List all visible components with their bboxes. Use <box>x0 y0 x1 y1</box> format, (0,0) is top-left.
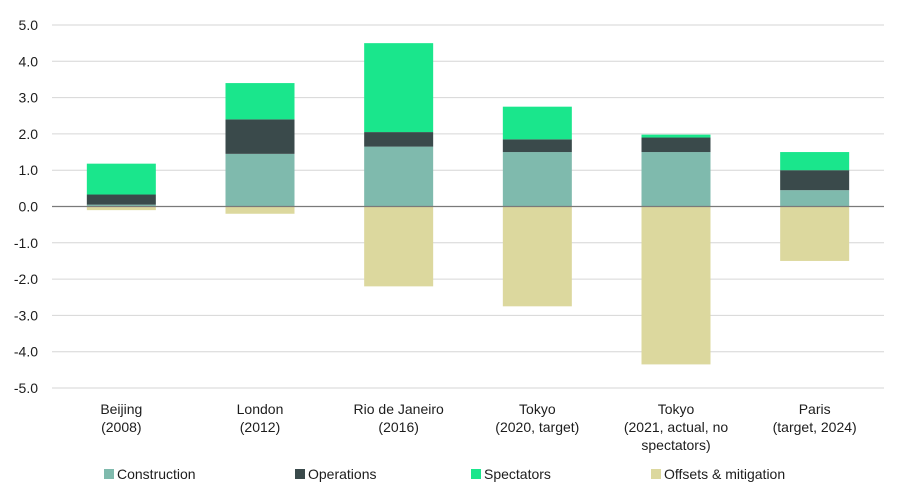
legend-label: Construction <box>117 466 196 482</box>
x-category-label: (target, 2024) <box>773 419 857 435</box>
bar-spectators <box>225 83 295 120</box>
x-category-label: Tokyo <box>519 401 556 417</box>
bar-operations <box>780 170 850 191</box>
x-category-label: Paris <box>799 401 831 417</box>
x-category-label: London <box>237 401 284 417</box>
bar-offsets-mitigation <box>225 206 295 214</box>
x-axis-categories: Beijing (2008) London (2012) Rio de Janeiro (… <box>100 401 856 453</box>
bar-offsets-mitigation <box>641 206 711 365</box>
y-axis-ticks: 5.0 4.0 3.0 2.0 1.0 0.0 -1.0 -2.0 -3.0 -4.0 -5.0 <box>14 17 38 396</box>
y-tick-label: 0.0 <box>19 199 39 215</box>
legend-swatch <box>471 469 481 479</box>
bar-spectators <box>780 152 850 171</box>
y-tick-label: -3.0 <box>14 307 38 323</box>
x-category-label: (2021, actual, no <box>624 419 729 435</box>
y-tick-label: 5.0 <box>19 17 39 33</box>
x-category-label: (2016) <box>378 419 418 435</box>
bars <box>86 43 850 365</box>
bar-operations <box>225 119 295 154</box>
y-tick-label: 2.0 <box>19 126 39 142</box>
x-category-label: Beijing <box>100 401 142 417</box>
bar-operations <box>502 139 572 153</box>
y-tick-label: 4.0 <box>19 53 39 69</box>
gridlines <box>52 24 884 389</box>
bar-construction <box>641 152 711 207</box>
legend: Construction Operations Spectators Offsets … <box>104 466 785 482</box>
bar-construction <box>364 146 434 207</box>
bar-construction <box>225 153 295 207</box>
legend-label: Spectators <box>484 466 551 482</box>
y-tick-label: 3.0 <box>19 90 39 106</box>
bar-construction <box>86 204 156 207</box>
legend-swatch <box>104 469 114 479</box>
bar-operations <box>86 194 156 205</box>
legend-swatch <box>295 469 305 479</box>
bar-offsets-mitigation <box>364 206 434 287</box>
bar-spectators <box>364 43 434 133</box>
y-tick-label: 1.0 <box>19 162 39 178</box>
x-category-label: (2012) <box>240 419 280 435</box>
x-category-label: (2020, target) <box>495 419 579 435</box>
legend-swatch <box>651 469 661 479</box>
y-tick-label: -4.0 <box>14 344 38 360</box>
y-tick-label: -2.0 <box>14 271 38 287</box>
y-tick-label: -5.0 <box>14 380 38 396</box>
x-category-label: spectators) <box>641 437 710 453</box>
legend-label: Operations <box>308 466 376 482</box>
bar-construction <box>502 152 572 207</box>
bar-spectators <box>641 134 711 138</box>
legend-label: Offsets & mitigation <box>664 466 785 482</box>
bar-construction <box>780 190 850 207</box>
bar-offsets-mitigation <box>780 206 850 261</box>
y-tick-label: -1.0 <box>14 235 38 251</box>
bar-offsets-mitigation <box>502 206 572 307</box>
bar-operations <box>641 137 711 153</box>
bar-spectators <box>502 106 572 140</box>
bar-spectators <box>86 163 156 195</box>
x-category-label: Tokyo <box>658 401 695 417</box>
x-category-label: Rio de Janeiro <box>354 401 444 417</box>
x-category-label: (2008) <box>101 419 141 435</box>
bar-operations <box>364 132 434 147</box>
bar-offsets-mitigation <box>86 206 156 211</box>
